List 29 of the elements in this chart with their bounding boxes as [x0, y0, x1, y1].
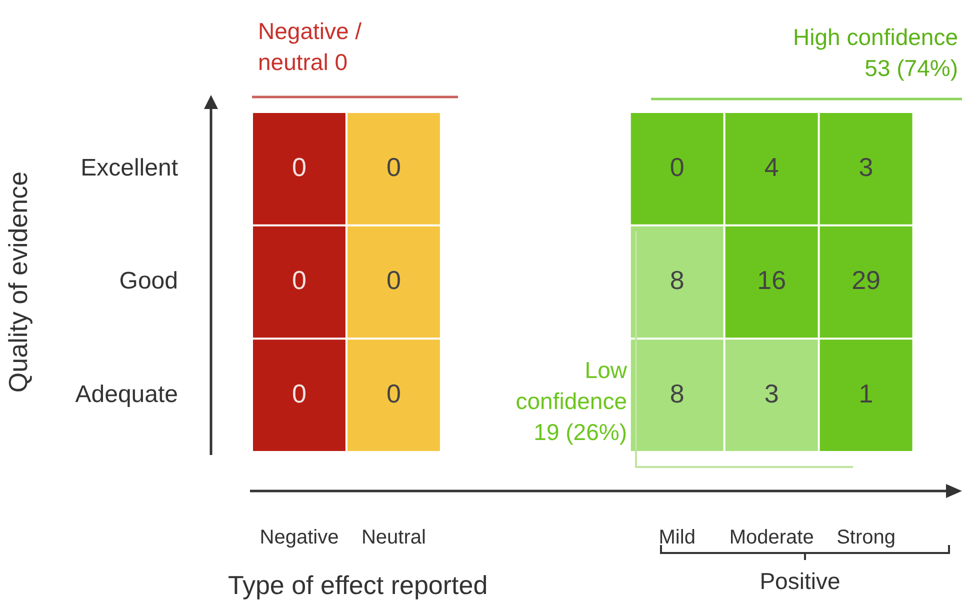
data-label: 16: [757, 265, 786, 296]
y-tick-label: Excellent: [80, 154, 178, 182]
y-tick-label: Adequate: [75, 380, 178, 408]
annotation: Low confidence 19 (26%): [514, 356, 627, 447]
data-label: 0: [386, 265, 401, 296]
x-tick-label: Negative: [260, 526, 339, 549]
data-label: 0: [386, 152, 401, 182]
data-label: 8: [670, 378, 684, 409]
data-label: 3: [764, 378, 779, 409]
data-label: 1: [858, 378, 874, 409]
data-label: 0: [292, 265, 306, 296]
data-label: 0: [386, 378, 401, 409]
x-tick-label: Mild: [658, 526, 696, 549]
data-label: 29: [852, 265, 880, 296]
y-tick-label: Good: [119, 268, 178, 295]
data-label: 8: [670, 265, 684, 296]
data-label: 3: [858, 152, 874, 182]
text: Positive: [758, 567, 842, 596]
x-tick-label: Strong: [836, 526, 896, 549]
data-label: 0: [670, 152, 684, 182]
x-tick-label: Neutral: [361, 526, 426, 549]
x-tick-label: Moderate: [729, 526, 814, 549]
text: High confidence 53 (74%): [792, 23, 958, 83]
y-axis-title: Quality of evidence: [2, 171, 33, 393]
data-label: 4: [764, 152, 779, 182]
x-axis-title: Type of effect reported: [228, 570, 488, 601]
text: Negative / neutral 0: [258, 17, 363, 77]
data-label: 0: [292, 152, 306, 182]
data-label: 0: [292, 378, 306, 409]
